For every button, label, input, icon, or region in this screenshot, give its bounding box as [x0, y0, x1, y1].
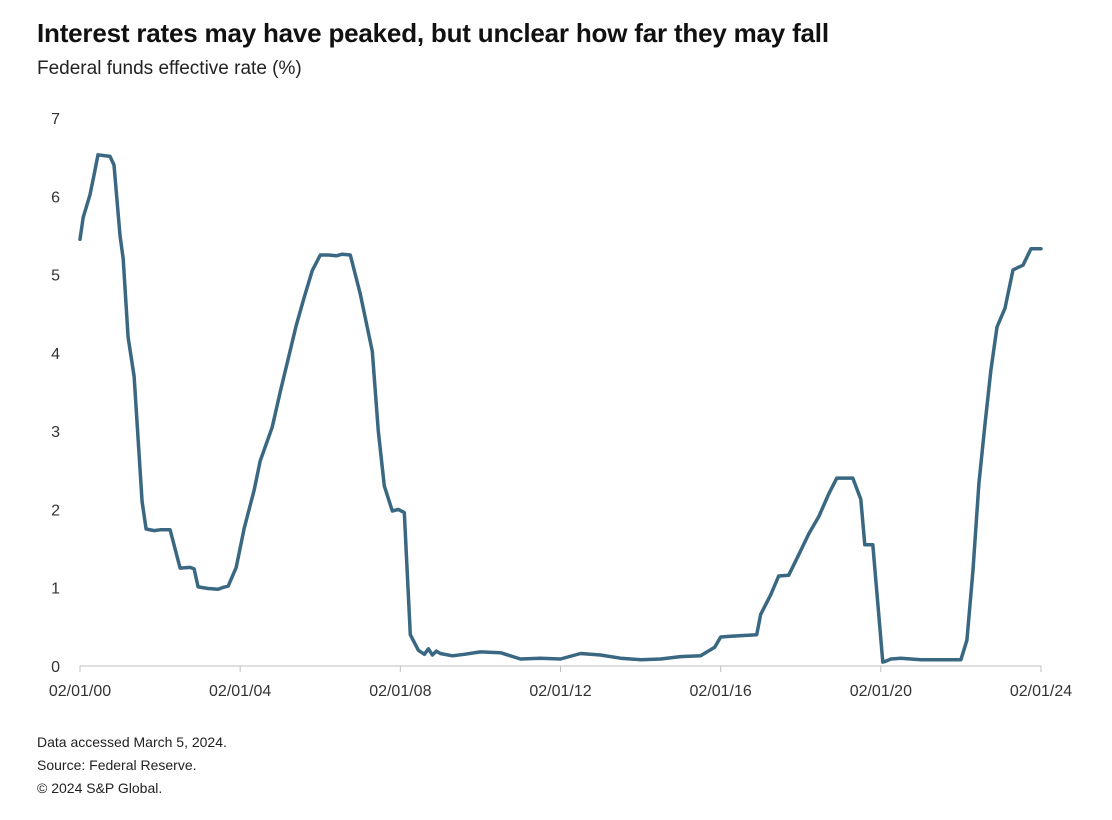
x-tick-label: 02/01/08 — [369, 683, 431, 700]
y-tick-label: 1 — [51, 581, 60, 598]
x-tick-label: 02/01/20 — [850, 683, 912, 700]
y-axis-ticks: 0 1 2 3 4 5 6 7 — [51, 111, 60, 676]
x-tick-label: 02/01/04 — [209, 683, 271, 700]
x-tick-label: 02/01/24 — [1010, 683, 1072, 700]
footnote-copyright: © 2024 S&P Global. — [37, 777, 227, 800]
y-tick-label: 3 — [51, 424, 60, 441]
line-chart: 0 1 2 3 4 5 6 7 02/01/00 02/01/04 02/01/08 02/01/1… — [0, 0, 1112, 730]
x-tick-label: 02/01/12 — [529, 683, 591, 700]
y-tick-label: 2 — [51, 502, 60, 519]
series-line-fed-funds-rate — [80, 155, 1041, 662]
footnote-source: Source: Federal Reserve. — [37, 754, 227, 777]
y-tick-label: 7 — [51, 111, 60, 128]
footnotes: Data accessed March 5, 2024. Source: Fed… — [37, 731, 227, 800]
footnote-accessed: Data accessed March 5, 2024. — [37, 731, 227, 754]
y-tick-label: 5 — [51, 268, 60, 285]
y-tick-label: 0 — [51, 659, 60, 676]
x-axis-ticks: 02/01/00 02/01/04 02/01/08 02/01/12 02/01/16… — [49, 666, 1072, 700]
y-tick-label: 4 — [51, 346, 60, 363]
x-tick-label: 02/01/00 — [49, 683, 111, 700]
y-tick-label: 6 — [51, 189, 60, 206]
x-tick-label: 02/01/16 — [690, 683, 752, 700]
